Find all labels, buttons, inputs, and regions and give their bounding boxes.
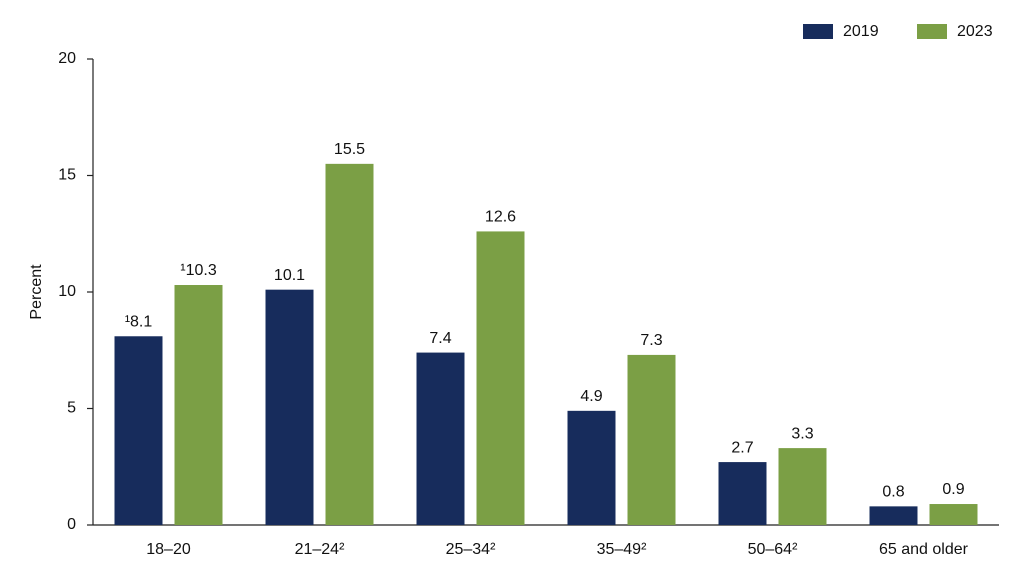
value-label: 12.6 (485, 209, 516, 226)
bar (174, 285, 223, 525)
y-tick-label: 10 (58, 283, 76, 300)
bar (718, 462, 767, 525)
bar (929, 504, 978, 525)
bar (778, 448, 827, 525)
value-label: 7.3 (640, 332, 662, 349)
legend-label: 2023 (957, 23, 993, 40)
legend-swatch (917, 24, 947, 39)
bar (265, 289, 314, 525)
y-axis-label: Percent (28, 264, 45, 320)
legend-label: 2019 (843, 23, 879, 40)
bar (114, 336, 163, 525)
y-tick-label: 5 (67, 400, 76, 417)
x-tick-label: 21–24² (295, 541, 345, 558)
bar (476, 231, 525, 526)
y-tick-label: 15 (58, 167, 76, 184)
x-tick-label: 50–64² (748, 541, 798, 558)
value-label: 15.5 (334, 141, 365, 158)
bar (869, 506, 918, 525)
value-label: ¹8.1 (125, 313, 153, 330)
value-label: 7.4 (429, 330, 451, 347)
y-tick-label: 0 (67, 516, 76, 533)
value-label: 2.7 (731, 439, 753, 456)
bar (567, 410, 616, 525)
legend-swatch (803, 24, 833, 39)
y-tick-label: 20 (58, 50, 76, 67)
value-label: ¹10.3 (180, 262, 217, 279)
bar (325, 163, 374, 525)
x-tick-label: 35–49² (597, 541, 647, 558)
bar (627, 354, 676, 525)
x-tick-label: 18–20 (146, 541, 191, 558)
value-label: 3.3 (791, 425, 813, 442)
value-label: 0.8 (882, 484, 904, 501)
x-tick-label: 25–34² (446, 541, 496, 558)
x-tick-label: 65 and older (879, 541, 969, 558)
bar (416, 352, 465, 525)
value-label: 4.9 (580, 388, 602, 405)
value-label: 10.1 (274, 267, 305, 284)
value-label: 0.9 (942, 481, 964, 498)
